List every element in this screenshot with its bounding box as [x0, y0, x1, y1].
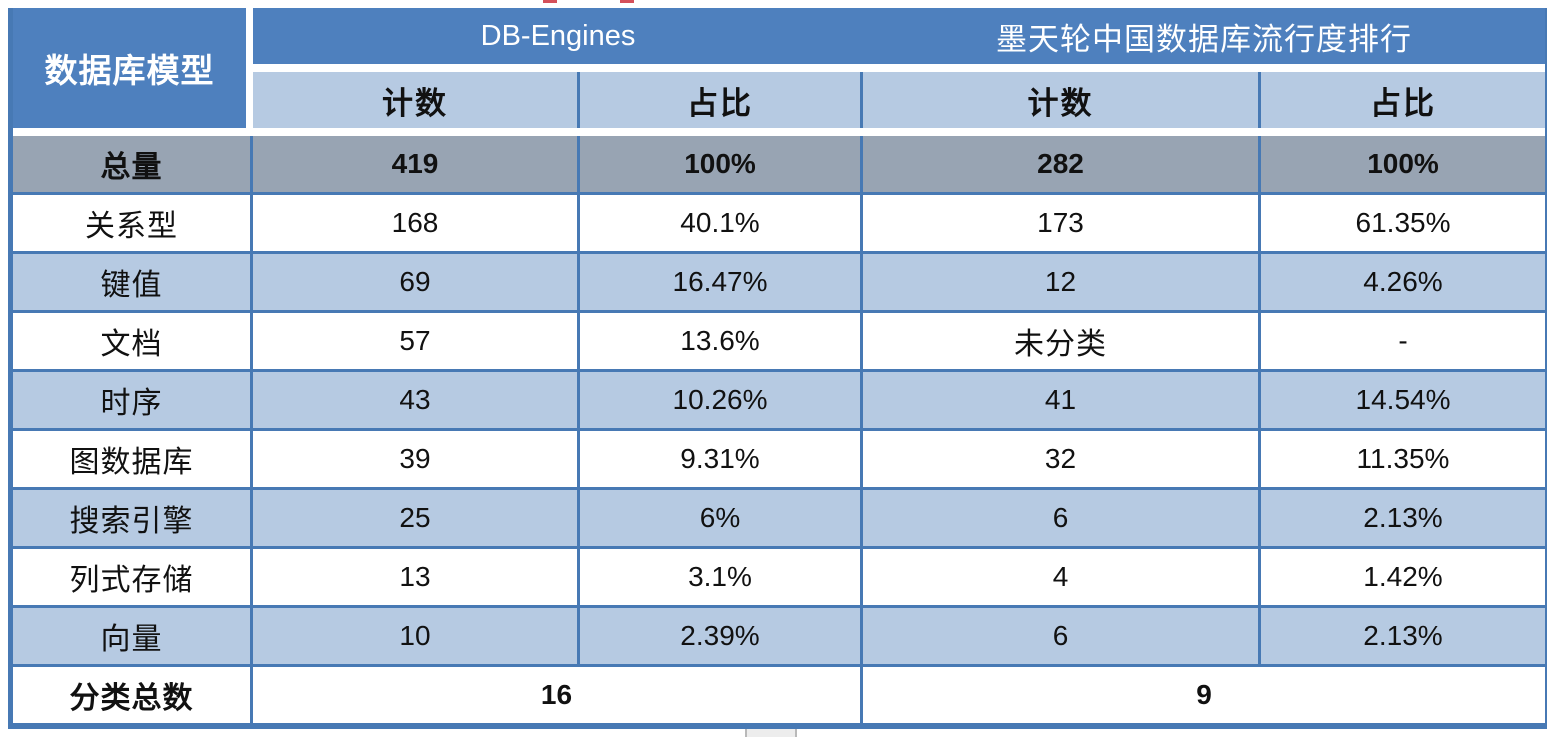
- cell-search-db-pct: 6%: [580, 490, 863, 546]
- row-label-vector: 向量: [13, 608, 253, 664]
- cell-category-total-db: 16: [253, 667, 863, 723]
- group-header-motianlun: 墨天轮中国数据库流行度排行: [863, 8, 1545, 64]
- row-separator: [13, 546, 1545, 549]
- cell-timeseries-mt-pct: 14.54%: [1261, 372, 1545, 428]
- row-separator: [13, 605, 1545, 608]
- row-separator: [13, 428, 1545, 431]
- row-label-search: 搜索引擎: [13, 490, 253, 546]
- row-separator: [13, 664, 1545, 667]
- cell-graph-db-count: 39: [253, 431, 580, 487]
- row-label-columnar: 列式存储: [13, 549, 253, 605]
- cell-columnar-db-pct: 3.1%: [580, 549, 863, 605]
- cell-columnar-mt-count: 4: [863, 549, 1261, 605]
- cell-keyvalue-mt-count: 12: [863, 254, 1261, 310]
- red-dash-artifact: [543, 0, 557, 3]
- row-label-total: 总量: [13, 136, 253, 192]
- cell-document-mt-pct: -: [1261, 313, 1545, 369]
- row-label-relational: 关系型: [13, 195, 253, 251]
- cell-columnar-mt-pct: 1.42%: [1261, 549, 1545, 605]
- row-separator: [13, 310, 1545, 313]
- cell-keyvalue-db-count: 69: [253, 254, 580, 310]
- red-dash-artifact: [620, 0, 634, 3]
- cell-relational-mt-pct: 61.35%: [1261, 195, 1545, 251]
- cell-graph-mt-count: 32: [863, 431, 1261, 487]
- row-label-document: 文档: [13, 313, 253, 369]
- cell-vector-mt-count: 6: [863, 608, 1261, 664]
- cell-document-db-count: 57: [253, 313, 580, 369]
- row-label-timeseries: 时序: [13, 372, 253, 428]
- row-separator: [13, 251, 1545, 254]
- cropped-cell-artifact: [745, 729, 797, 737]
- cell-relational-mt-count: 173: [863, 195, 1261, 251]
- row-label-graph: 图数据库: [13, 431, 253, 487]
- cell-search-mt-count: 6: [863, 490, 1261, 546]
- cell-relational-db-count: 168: [253, 195, 580, 251]
- cell-keyvalue-db-pct: 16.47%: [580, 254, 863, 310]
- subheader-pct-mt: 占比: [1261, 72, 1545, 128]
- cell-vector-mt-pct: 2.13%: [1261, 608, 1545, 664]
- cell-vector-db-count: 10: [253, 608, 580, 664]
- comparison-table: 数据库模型 DB-Engines 墨天轮中国数据库流行度排行 计数 占比 计数 …: [8, 8, 1547, 729]
- cell-columnar-db-count: 13: [253, 549, 580, 605]
- cell-timeseries-mt-count: 41: [863, 372, 1261, 428]
- cell-document-mt-count: 未分类: [863, 313, 1261, 369]
- row-separator: [13, 192, 1545, 195]
- cell-relational-db-pct: 40.1%: [580, 195, 863, 251]
- subheader-count-mt: 计数: [863, 72, 1261, 128]
- cell-document-db-pct: 13.6%: [580, 313, 863, 369]
- cell-total-db-count: 419: [253, 136, 580, 192]
- header-gap: [253, 64, 1545, 72]
- cell-search-db-count: 25: [253, 490, 580, 546]
- cell-category-total-mt: 9: [863, 667, 1545, 723]
- header-gap: [13, 128, 1545, 136]
- cell-timeseries-db-count: 43: [253, 372, 580, 428]
- cell-total-mt-count: 282: [863, 136, 1261, 192]
- subheader-count-db: 计数: [253, 72, 580, 128]
- row-label-category-total: 分类总数: [13, 667, 253, 723]
- cell-total-db-pct: 100%: [580, 136, 863, 192]
- cell-graph-mt-pct: 11.35%: [1261, 431, 1545, 487]
- cell-graph-db-pct: 9.31%: [580, 431, 863, 487]
- row-separator: [13, 369, 1545, 372]
- subheader-pct-db: 占比: [580, 72, 863, 128]
- row-label-keyvalue: 键值: [13, 254, 253, 310]
- corner-header: 数据库模型: [13, 8, 253, 128]
- row-separator: [13, 487, 1545, 490]
- group-header-db-engines: DB-Engines: [253, 8, 863, 64]
- cell-search-mt-pct: 2.13%: [1261, 490, 1545, 546]
- cell-total-mt-pct: 100%: [1261, 136, 1545, 192]
- cell-vector-db-pct: 2.39%: [580, 608, 863, 664]
- cell-timeseries-db-pct: 10.26%: [580, 372, 863, 428]
- cell-keyvalue-mt-pct: 4.26%: [1261, 254, 1545, 310]
